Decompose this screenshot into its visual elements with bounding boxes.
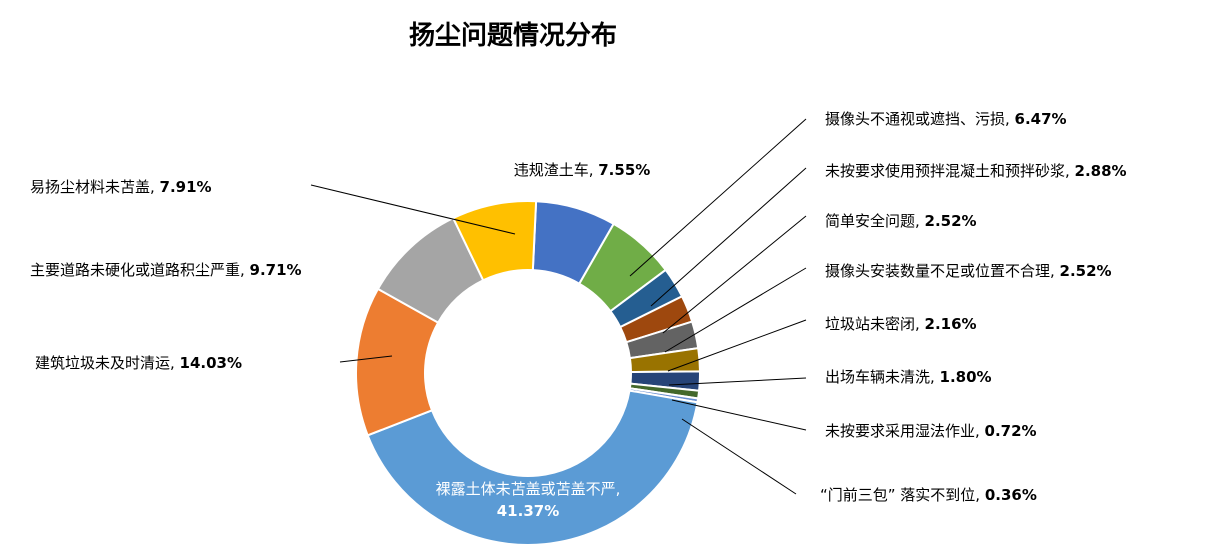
slice-label-percent: 0.72% xyxy=(985,422,1037,440)
leader-line-3 xyxy=(650,167,807,307)
slice-label-percent: 7.91% xyxy=(160,178,212,196)
leader-line-13 xyxy=(310,184,516,235)
slice-label-percent: 2.16% xyxy=(925,315,977,333)
slice-label-2: 摄像头不通视或遮挡、污损, 6.47% xyxy=(825,110,1067,128)
slice-label-name: 裸露土体未苫盖或苫盖不严, xyxy=(436,480,621,498)
slice-label-name: 简单安全问题, xyxy=(825,212,925,230)
slices-group xyxy=(355,200,702,546)
slice-label-name: 出场车辆未清洗, xyxy=(825,368,940,386)
slice-label-percent: 1.80% xyxy=(940,368,992,386)
slice-label-12: 主要道路未硬化或道路积尘严重, 9.71% xyxy=(30,261,302,279)
slice-label-name: 建筑垃圾未及时清运, xyxy=(35,354,180,372)
slice-label-percent: 2.52% xyxy=(1060,262,1112,280)
slice-label-percent: 41.37% xyxy=(497,502,559,520)
slice-13 xyxy=(451,200,538,282)
slice-label-percent: 6.47% xyxy=(1015,110,1067,128)
leader-line-8 xyxy=(671,399,807,431)
slice-label-percent: 9.71% xyxy=(250,261,302,279)
slice-label-11: 建筑垃圾未及时清运, 14.03% xyxy=(35,354,242,372)
leader-line-6 xyxy=(667,319,807,372)
leader-line-11 xyxy=(339,355,393,363)
slice-label-6: 垃圾站未密闭, 2.16% xyxy=(825,315,977,333)
slice-label-percent: 14.03% xyxy=(180,354,242,372)
labels-group: 违规渣土车, 7.55% 摄像头不通视或遮挡、污损, 6.47% 未按要求使用预拌混… xyxy=(30,110,1127,520)
slice-label-name: 违规渣土车, xyxy=(514,161,599,179)
slice-label-percent: 2.88% xyxy=(1075,162,1127,180)
slice-label-4: 简单安全问题, 2.52% xyxy=(825,212,977,230)
leader-line-9 xyxy=(681,418,797,495)
slice-label-1: 违规渣土车, 7.55% xyxy=(514,161,651,179)
slice-label-8: 未按要求采用湿法作业, 0.72% xyxy=(825,422,1037,440)
leader-line-7 xyxy=(668,377,807,386)
slice-10 xyxy=(366,389,699,546)
slice-label-3: 未按要求使用预拌混凝土和预拌砂浆, 2.88% xyxy=(825,162,1127,180)
leader-lines-group xyxy=(310,118,807,495)
slice-label-name: 易扬尘材料未苫盖, xyxy=(30,178,160,196)
slice-label-7: 出场车辆未清洗, 1.80% xyxy=(825,368,992,386)
chart-title: 扬尘问题情况分布 xyxy=(409,21,617,51)
slice-label-13: 易扬尘材料未苫盖, 7.91% xyxy=(30,178,212,196)
slice-label-name: “门前三包” 落实不到位, xyxy=(820,486,985,504)
slice-label-percent: 0.36% xyxy=(985,486,1037,504)
slice-label-name: 垃圾站未密闭, xyxy=(825,315,925,333)
slice-label-percent: 2.52% xyxy=(925,212,977,230)
slice-label-5: 摄像头安装数量不足或位置不合理, 2.52% xyxy=(825,262,1112,280)
leader-line-2 xyxy=(629,118,807,277)
slice-label-name: 摄像头不通视或遮挡、污损, xyxy=(825,110,1015,128)
leader-line-4 xyxy=(662,215,807,334)
slice-label-name: 摄像头安装数量不足或位置不合理, xyxy=(825,262,1060,280)
slice-label-9: “门前三包” 落实不到位, 0.36% xyxy=(820,486,1037,504)
leader-line-5 xyxy=(664,267,807,353)
slice-label-10: 裸露土体未苫盖或苫盖不严, 41.37% xyxy=(436,480,621,520)
slice-label-name: 未按要求使用预拌混凝土和预拌砂浆, xyxy=(825,162,1075,180)
slice-label-percent: 7.55% xyxy=(598,161,650,179)
slice-label-name: 未按要求采用湿法作业, xyxy=(825,422,985,440)
slice-label-name: 主要道路未硬化或道路积尘严重, xyxy=(30,261,250,279)
